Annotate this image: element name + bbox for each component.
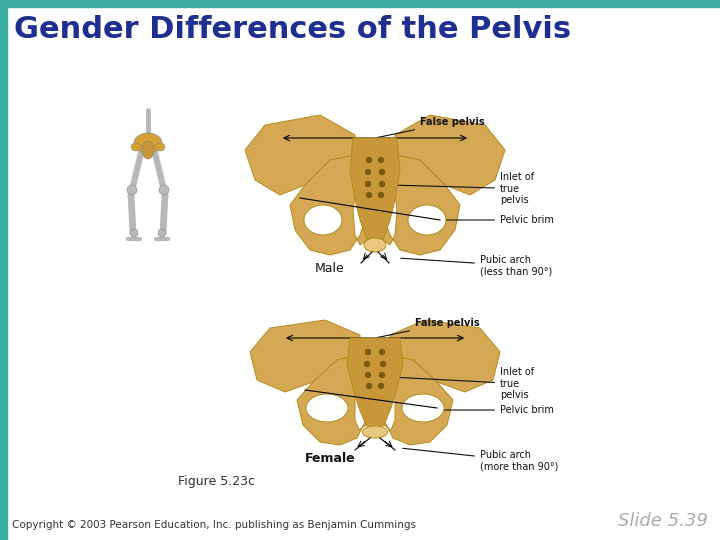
Ellipse shape: [402, 394, 444, 422]
Text: False pelvis: False pelvis: [378, 117, 485, 138]
Polygon shape: [395, 115, 505, 195]
Circle shape: [364, 361, 369, 367]
Bar: [0, 0, 7, 540]
Text: False pelvis: False pelvis: [378, 318, 480, 338]
Text: Inlet of
true
pelvis: Inlet of true pelvis: [393, 172, 534, 205]
Circle shape: [379, 158, 384, 163]
Circle shape: [158, 229, 166, 237]
Polygon shape: [347, 338, 403, 432]
Ellipse shape: [142, 141, 154, 159]
Ellipse shape: [362, 426, 387, 438]
Circle shape: [366, 349, 371, 354]
Polygon shape: [390, 320, 500, 392]
Polygon shape: [297, 355, 367, 445]
Circle shape: [379, 170, 384, 174]
Text: Pubic arch
(less than 90°): Pubic arch (less than 90°): [401, 255, 552, 276]
Text: Copyright © 2003 Pearson Education, Inc. publishing as Benjamin Cummings: Copyright © 2003 Pearson Education, Inc.…: [12, 520, 416, 530]
Circle shape: [379, 373, 384, 377]
Text: Pelvic brim: Pelvic brim: [433, 405, 554, 415]
Circle shape: [366, 383, 372, 388]
Circle shape: [379, 383, 384, 388]
Text: Figure 5.23c: Figure 5.23c: [178, 475, 255, 488]
Polygon shape: [250, 320, 360, 392]
Circle shape: [366, 181, 371, 186]
Circle shape: [130, 229, 138, 237]
Text: Female: Female: [305, 452, 355, 465]
Circle shape: [379, 181, 384, 186]
Ellipse shape: [304, 205, 342, 235]
Circle shape: [366, 158, 372, 163]
Circle shape: [366, 192, 372, 198]
Polygon shape: [245, 115, 355, 195]
Circle shape: [159, 185, 169, 195]
Circle shape: [379, 192, 384, 198]
Text: Inlet of
true
pelvis: Inlet of true pelvis: [393, 367, 534, 400]
Ellipse shape: [131, 143, 141, 151]
Circle shape: [366, 170, 371, 174]
Ellipse shape: [408, 205, 446, 235]
Text: Male: Male: [315, 262, 345, 275]
Text: Gender Differences of the Pelvis: Gender Differences of the Pelvis: [14, 16, 571, 44]
Ellipse shape: [364, 238, 386, 252]
Ellipse shape: [155, 143, 165, 151]
Text: Pelvic brim: Pelvic brim: [433, 215, 554, 225]
Text: Pubic arch
(more than 90°): Pubic arch (more than 90°): [402, 448, 559, 471]
Bar: [0, 0, 720, 7]
Polygon shape: [350, 138, 400, 248]
Circle shape: [379, 349, 384, 354]
Circle shape: [127, 185, 137, 195]
Ellipse shape: [134, 133, 162, 153]
Ellipse shape: [306, 394, 348, 422]
Polygon shape: [383, 155, 460, 255]
Polygon shape: [383, 355, 453, 445]
Circle shape: [380, 361, 385, 367]
Polygon shape: [290, 155, 367, 255]
Text: Slide 5.39: Slide 5.39: [618, 512, 708, 530]
Circle shape: [366, 373, 371, 377]
